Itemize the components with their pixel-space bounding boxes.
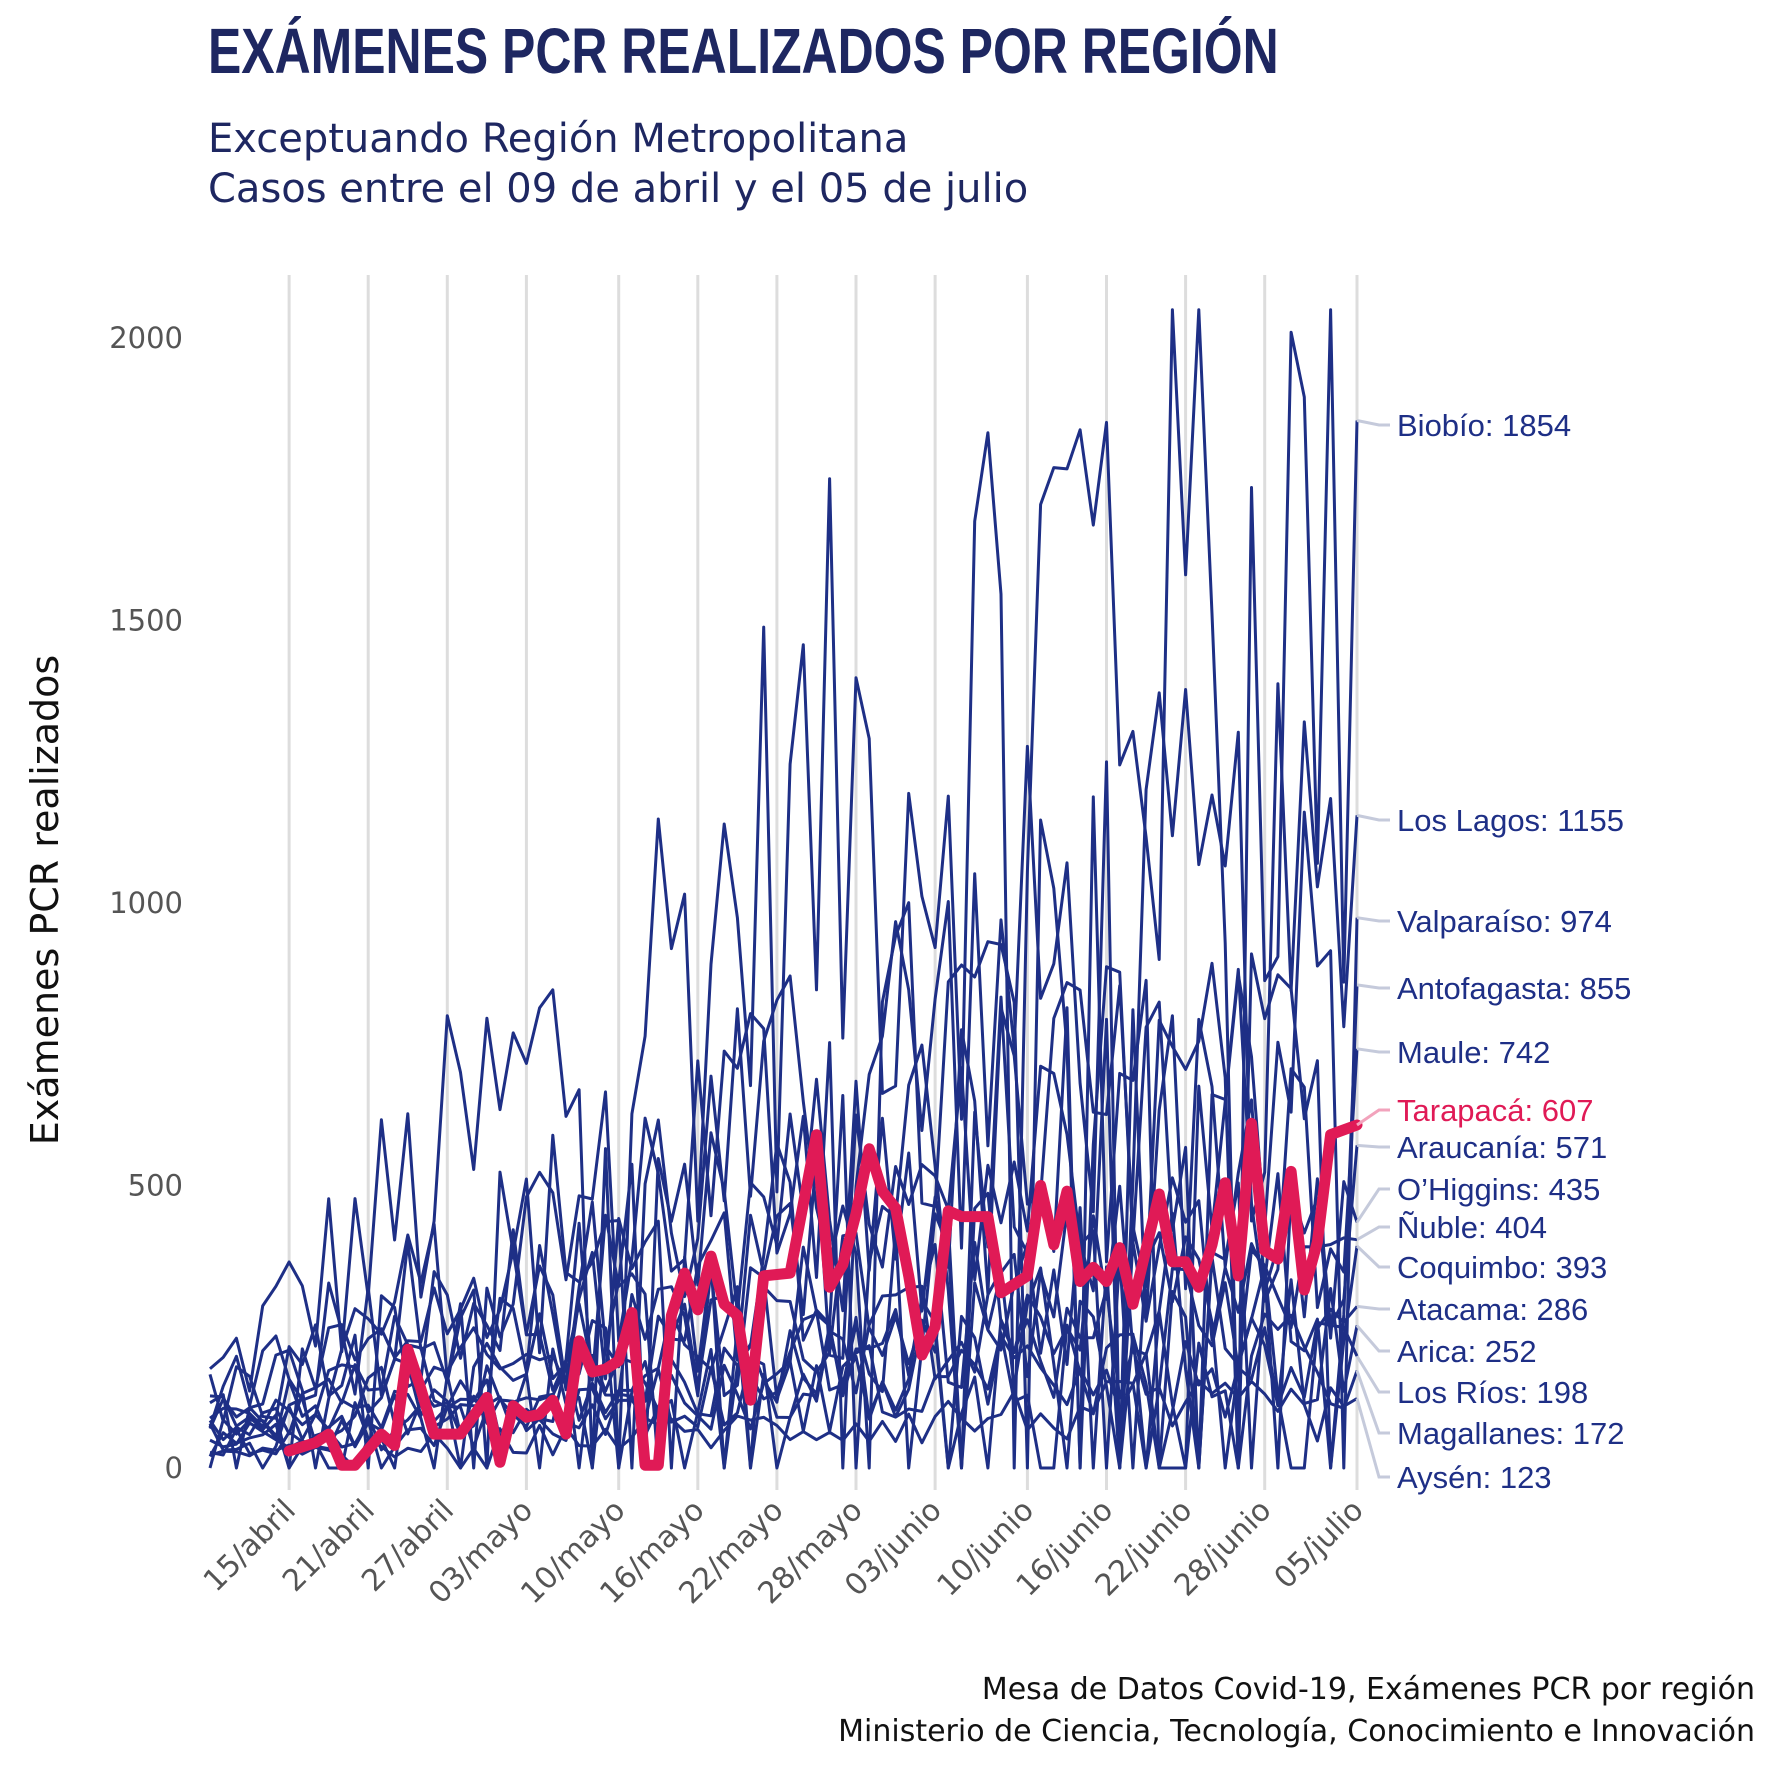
end-label-connector xyxy=(1356,1143,1390,1149)
end-label-connector xyxy=(1355,1187,1390,1224)
y-tick-label: 1500 xyxy=(109,604,183,638)
x-tick-label: 05/julio xyxy=(1268,1493,1371,1596)
end-label-connector xyxy=(1356,983,1390,990)
end-label-connector xyxy=(1355,1370,1390,1435)
series-line xyxy=(208,682,1359,1470)
series-line xyxy=(209,1379,1358,1470)
series-line xyxy=(208,1310,1359,1470)
end-label: Biobío: 1854 xyxy=(1397,408,1571,443)
end-label: Los Ríos: 198 xyxy=(1397,1375,1588,1410)
caption-line-2: Ministerio de Ciencia, Tecnología, Conoc… xyxy=(838,1714,1755,1749)
series-line xyxy=(209,1008,1359,1470)
end-label-connector xyxy=(1355,1398,1390,1479)
chart-subtitle-line-2: Casos entre el 09 de abril y el 05 de ju… xyxy=(208,166,1029,212)
end-label: Maule: 742 xyxy=(1397,1035,1550,1070)
chart-subtitle-line-1: Exceptuando Región Metropolitana xyxy=(208,116,909,162)
end-label-connector xyxy=(1356,419,1390,427)
y-axis-label: Exámenes PCR realizados xyxy=(23,655,67,1145)
end-label: Araucanía: 571 xyxy=(1397,1130,1607,1165)
end-label: Aysén: 123 xyxy=(1397,1460,1552,1495)
y-tick-label: 2000 xyxy=(109,321,183,355)
end-label: Tarapacá: 607 xyxy=(1397,1093,1593,1128)
end-label: Los Lagos: 1155 xyxy=(1397,803,1624,838)
caption-line-1: Mesa de Datos Covid-19, Exámenes PCR por… xyxy=(981,1672,1755,1707)
end-label-connector xyxy=(1355,1244,1390,1269)
end-label-connector xyxy=(1356,1304,1390,1311)
end-label-connector xyxy=(1356,916,1390,923)
end-label-connector xyxy=(1356,813,1390,822)
end-label-connector xyxy=(1355,1355,1390,1394)
highlight-line xyxy=(283,1117,1363,1471)
end-labels: Biobío: 1854 Los Lagos: 1155 Valparaíso: 9… xyxy=(1355,408,1631,1495)
end-label-connector xyxy=(1355,1324,1390,1353)
end-label: Valparaíso: 974 xyxy=(1397,904,1612,939)
end-label: Magallanes: 172 xyxy=(1397,1416,1625,1451)
chart-title: EXÁMENES PCR REALIZADOS POR REGIÓN xyxy=(208,15,1279,87)
end-label: O’Higgins: 435 xyxy=(1397,1172,1600,1207)
series-line xyxy=(208,795,1359,1470)
end-label-connector xyxy=(1356,1047,1390,1054)
end-label-connector xyxy=(1356,1225,1390,1241)
end-label: Antofagasta: 855 xyxy=(1397,971,1631,1006)
series-line xyxy=(208,965,1359,1470)
series-line xyxy=(209,308,1359,1470)
tarapaca-line xyxy=(283,1117,1363,1471)
end-label-connector xyxy=(1356,1108,1390,1127)
y-tick-label: 1000 xyxy=(109,886,183,920)
y-tick-labels: 0 500 1000 1500 2000 xyxy=(109,321,183,1485)
x-tick-labels: 15/abril21/abril27/abril03/mayo10/mayo16… xyxy=(197,1493,1371,1611)
y-tick-label: 0 xyxy=(165,1451,183,1485)
y-tick-label: 500 xyxy=(128,1169,183,1203)
end-label: Ñuble: 404 xyxy=(1397,1210,1547,1245)
end-label: Atacama: 286 xyxy=(1397,1292,1588,1327)
end-label: Arica: 252 xyxy=(1397,1334,1537,1369)
end-label: Coquimbo: 393 xyxy=(1397,1250,1607,1285)
